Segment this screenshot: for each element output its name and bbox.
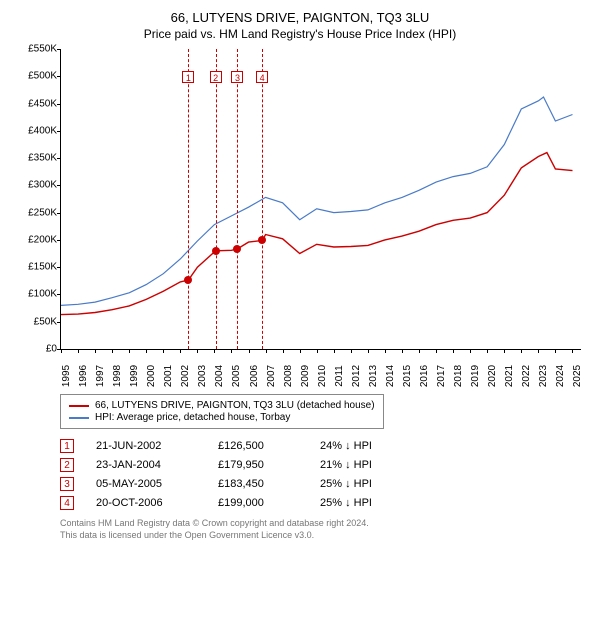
x-tick-label: 1998: [112, 365, 123, 387]
sales-row-pct: 24% ↓ HPI: [320, 440, 410, 452]
sale-marker-box: 4: [256, 71, 268, 83]
sales-row: 1 21-JUN-2002 £126,500 24% ↓ HPI: [60, 439, 588, 453]
plot-area: £0£50K£100K£150K£200K£250K£300K£350K£400…: [60, 49, 581, 350]
y-tick-label: £550K: [13, 44, 57, 55]
sales-row-date: 20-OCT-2006: [96, 497, 196, 509]
chart-title: 66, LUTYENS DRIVE, PAIGNTON, TQ3 3LU: [12, 10, 588, 25]
sales-row-pct: 25% ↓ HPI: [320, 497, 410, 509]
sales-row: 3 05-MAY-2005 £183,450 25% ↓ HPI: [60, 477, 588, 491]
sales-row-marker: 3: [60, 477, 74, 491]
sale-point: [258, 236, 266, 244]
attribution-line-1: Contains HM Land Registry data © Crown c…: [60, 518, 588, 530]
chart-container: 66, LUTYENS DRIVE, PAIGNTON, TQ3 3LU Pri…: [0, 0, 600, 549]
x-tick-label: 2011: [334, 365, 345, 387]
x-tick-label: 2010: [317, 365, 328, 387]
x-tick-label: 2022: [521, 365, 532, 387]
legend-label-price-paid: 66, LUTYENS DRIVE, PAIGNTON, TQ3 3LU (de…: [95, 400, 375, 411]
y-tick-label: £50K: [13, 316, 57, 327]
legend-swatch-hpi: [69, 417, 89, 419]
legend-label-hpi: HPI: Average price, detached house, Torb…: [95, 412, 290, 423]
legend-row-hpi: HPI: Average price, detached house, Torb…: [69, 412, 375, 423]
series-line: [61, 97, 573, 305]
y-tick-label: £500K: [13, 71, 57, 82]
x-tick-label: 2002: [180, 365, 191, 387]
x-tick-label: 2025: [572, 365, 583, 387]
y-tick-label: £350K: [13, 153, 57, 164]
legend-swatch-price-paid: [69, 405, 89, 407]
x-tick-label: 2012: [351, 365, 362, 387]
y-tick-label: £300K: [13, 180, 57, 191]
x-tick-label: 2023: [538, 365, 549, 387]
chart-subtitle: Price paid vs. HM Land Registry's House …: [12, 27, 588, 41]
plot-wrap: £0£50K£100K£150K£200K£250K£300K£350K£400…: [60, 49, 580, 350]
sales-row: 2 23-JAN-2004 £179,950 21% ↓ HPI: [60, 458, 588, 472]
sale-vline: [216, 49, 217, 349]
sale-point: [184, 276, 192, 284]
sale-point: [212, 247, 220, 255]
x-tick-label: 2018: [453, 365, 464, 387]
x-tick-label: 2007: [266, 365, 277, 387]
series-line: [61, 153, 573, 315]
sale-vline: [188, 49, 189, 349]
x-tick-label: 2014: [385, 365, 396, 387]
sales-row-marker: 4: [60, 496, 74, 510]
x-tick-label: 2019: [470, 365, 481, 387]
sale-vline: [237, 49, 238, 349]
sales-row-marker: 2: [60, 458, 74, 472]
sale-point: [233, 245, 241, 253]
sale-marker-box: 2: [210, 71, 222, 83]
sales-row: 4 20-OCT-2006 £199,000 25% ↓ HPI: [60, 496, 588, 510]
x-tick-label: 2000: [146, 365, 157, 387]
sales-row-price: £126,500: [218, 440, 298, 452]
x-tick-label: 2021: [504, 365, 515, 387]
attribution-line-2: This data is licensed under the Open Gov…: [60, 530, 588, 542]
x-tick-label: 1997: [95, 365, 106, 387]
y-tick-label: £450K: [13, 98, 57, 109]
x-tick-label: 2009: [300, 365, 311, 387]
x-tick-label: 2001: [163, 365, 174, 387]
sales-row-price: £199,000: [218, 497, 298, 509]
sale-marker-box: 1: [182, 71, 194, 83]
x-tick-label: 2004: [214, 365, 225, 387]
x-tick-label: 2024: [555, 365, 566, 387]
y-tick-label: £0: [13, 344, 57, 355]
x-tick-label: 2008: [283, 365, 294, 387]
legend-row-price-paid: 66, LUTYENS DRIVE, PAIGNTON, TQ3 3LU (de…: [69, 400, 375, 411]
sales-row-marker: 1: [60, 439, 74, 453]
legend: 66, LUTYENS DRIVE, PAIGNTON, TQ3 3LU (de…: [60, 394, 384, 429]
sales-row-price: £179,950: [218, 459, 298, 471]
sales-row-date: 05-MAY-2005: [96, 478, 196, 490]
x-tick-label: 1999: [129, 365, 140, 387]
x-tick-label: 2016: [419, 365, 430, 387]
x-tick-label: 1995: [61, 365, 72, 387]
line-series-svg: [61, 49, 581, 349]
y-tick-label: £100K: [13, 289, 57, 300]
sales-row-date: 21-JUN-2002: [96, 440, 196, 452]
sales-row-pct: 25% ↓ HPI: [320, 478, 410, 490]
y-tick-label: £400K: [13, 125, 57, 136]
x-tick-label: 2013: [368, 365, 379, 387]
x-tick-label: 2015: [402, 365, 413, 387]
x-tick-label: 2003: [197, 365, 208, 387]
y-tick-label: £200K: [13, 234, 57, 245]
sale-vline: [262, 49, 263, 349]
sales-row-date: 23-JAN-2004: [96, 459, 196, 471]
x-tick-label: 2020: [487, 365, 498, 387]
y-tick-label: £150K: [13, 262, 57, 273]
x-tick-label: 2006: [249, 365, 260, 387]
x-tick-label: 1996: [78, 365, 89, 387]
attribution: Contains HM Land Registry data © Crown c…: [60, 518, 588, 541]
sale-marker-box: 3: [231, 71, 243, 83]
sales-row-price: £183,450: [218, 478, 298, 490]
sales-table: 1 21-JUN-2002 £126,500 24% ↓ HPI 2 23-JAN-200…: [60, 439, 588, 510]
x-tick-label: 2017: [436, 365, 447, 387]
sales-row-pct: 21% ↓ HPI: [320, 459, 410, 471]
y-tick-label: £250K: [13, 207, 57, 218]
x-tick-label: 2005: [231, 365, 242, 387]
